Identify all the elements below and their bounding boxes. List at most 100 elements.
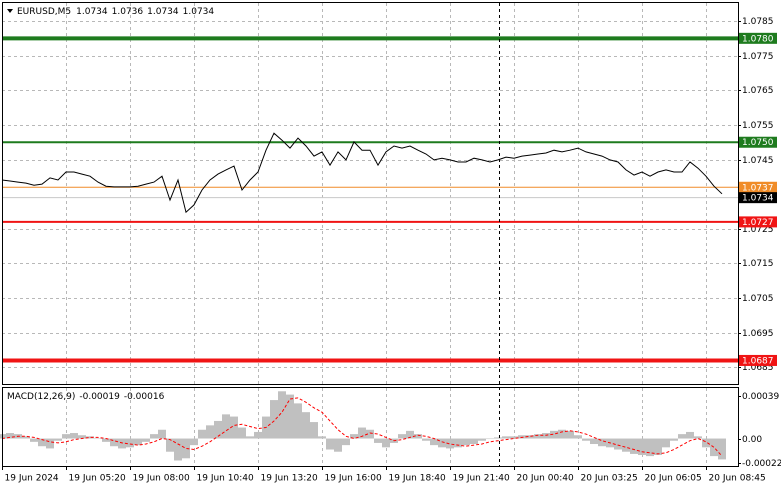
macd-bar xyxy=(398,434,406,439)
macd-bar xyxy=(678,434,686,439)
macd-bar xyxy=(134,438,142,446)
macd-bar xyxy=(478,438,486,441)
macd-bar xyxy=(254,431,262,439)
macd-bar xyxy=(326,438,334,450)
ohlc-low: 1.0734 xyxy=(147,7,179,17)
macd-bar xyxy=(486,438,494,440)
macd-bar xyxy=(126,438,134,448)
price-header: EURUSD,M5 1.0734 1.0736 1.0734 1.0734 xyxy=(17,7,214,17)
macd-bar xyxy=(94,438,102,440)
y-tick-label: 1.0685 xyxy=(742,363,774,373)
macd-bar xyxy=(38,438,46,447)
y-tick-label: 1.0715 xyxy=(742,259,774,269)
symbol-title: EURUSD,M5 xyxy=(17,7,71,17)
y-tick-label: -0.00022 xyxy=(742,459,781,469)
y-tick-label: 1.0765 xyxy=(742,86,774,96)
y-tick-label: 1.0745 xyxy=(742,156,774,166)
macd-bar xyxy=(718,438,726,460)
macd-bar xyxy=(206,425,214,439)
macd-bar xyxy=(614,438,622,450)
macd-bar xyxy=(566,430,574,439)
menu-arrow[interactable] xyxy=(7,9,13,13)
macd-bar xyxy=(462,438,470,446)
macd-bar xyxy=(70,433,78,439)
macd-bar xyxy=(702,438,710,448)
macd-bar xyxy=(230,416,238,439)
macd-bar xyxy=(286,394,294,439)
price-level-tag xyxy=(739,354,777,366)
macd-signal-line xyxy=(1,397,723,457)
macd-bar xyxy=(670,438,678,441)
macd-bar xyxy=(542,433,550,439)
macd-bar xyxy=(510,436,518,439)
macd-bar xyxy=(190,438,198,446)
y-tick-label: 1.0785 xyxy=(742,17,774,27)
macd-bar xyxy=(238,427,246,439)
x-tick-label: 20 Jun 06:05 xyxy=(645,474,702,484)
macd-panel-frame xyxy=(2,387,739,467)
macd-bar xyxy=(246,436,254,439)
x-tick-label: 19 Jun 08:00 xyxy=(133,474,190,484)
y-tick-label: 1.0725 xyxy=(742,225,774,235)
macd-bar xyxy=(86,436,94,439)
grid-layer xyxy=(2,3,741,470)
x-tick-label: 20 Jun 03:25 xyxy=(581,474,638,484)
macd-bar xyxy=(294,403,302,439)
price-line xyxy=(1,132,723,214)
macd-bar xyxy=(662,438,670,448)
macd-bar xyxy=(622,438,630,452)
price-level-tag xyxy=(739,192,777,204)
macd-bar xyxy=(574,435,582,439)
macd-bar xyxy=(638,438,646,456)
macd-title: MACD(12,26,9) xyxy=(7,392,75,402)
macd-bar xyxy=(30,438,38,442)
x-tick-label: 20 Jun 00:40 xyxy=(517,474,574,484)
marks-layer xyxy=(0,36,738,461)
macd-bar xyxy=(302,412,310,439)
ohlc-high: 1.0736 xyxy=(112,7,144,17)
macd-bar xyxy=(334,438,342,452)
macd-bar xyxy=(694,436,702,439)
macd-bar xyxy=(518,435,526,439)
macd-bar xyxy=(590,438,598,445)
y-tick-label: 1.0755 xyxy=(742,121,774,131)
macd-bar xyxy=(534,434,542,439)
price-level-tag xyxy=(739,136,777,148)
macd-main-reading: -0.00019 xyxy=(79,392,120,402)
macd-bar xyxy=(150,434,158,439)
macd-bar xyxy=(430,438,438,446)
macd-bar xyxy=(686,431,694,439)
macd-bar xyxy=(582,438,590,441)
labels-layer: 19 Jun 2024 19 Jun 05:20 19 Jun 08:00 19 Ju… xyxy=(5,17,781,484)
macd-bar xyxy=(166,438,174,452)
macd-bar xyxy=(198,429,206,439)
y-tick-label: 0.00 xyxy=(742,435,762,445)
macd-bar xyxy=(278,391,286,439)
macd-bar xyxy=(118,438,126,449)
macd-bar xyxy=(174,438,182,461)
price-panel-frame xyxy=(2,2,739,385)
macd-bar xyxy=(526,435,534,439)
macd-bar xyxy=(270,400,278,439)
macd-bar xyxy=(22,436,30,439)
macd-bar xyxy=(78,435,86,439)
macd-bar xyxy=(54,438,62,441)
macd-bar xyxy=(406,430,414,439)
macd-bar xyxy=(350,434,358,439)
x-tick-label: 19 Jun 10:40 xyxy=(197,474,254,484)
macd-bar xyxy=(214,420,222,439)
macd-bar xyxy=(46,438,54,449)
macd-bar xyxy=(654,438,662,456)
macd-bar xyxy=(142,438,150,442)
macd-bar xyxy=(598,438,606,447)
macd-header: MACD(12,26,9) -0.00019 -0.00016 xyxy=(7,392,165,402)
macd-bar xyxy=(182,438,190,459)
macd-bar xyxy=(102,438,110,442)
price-level-tag xyxy=(739,181,777,193)
macd-bar xyxy=(62,434,70,439)
macd-bar xyxy=(310,422,318,439)
macd-bar xyxy=(110,438,118,447)
price-level-label: 1.0737 xyxy=(742,183,774,193)
macd-bar xyxy=(222,414,230,439)
